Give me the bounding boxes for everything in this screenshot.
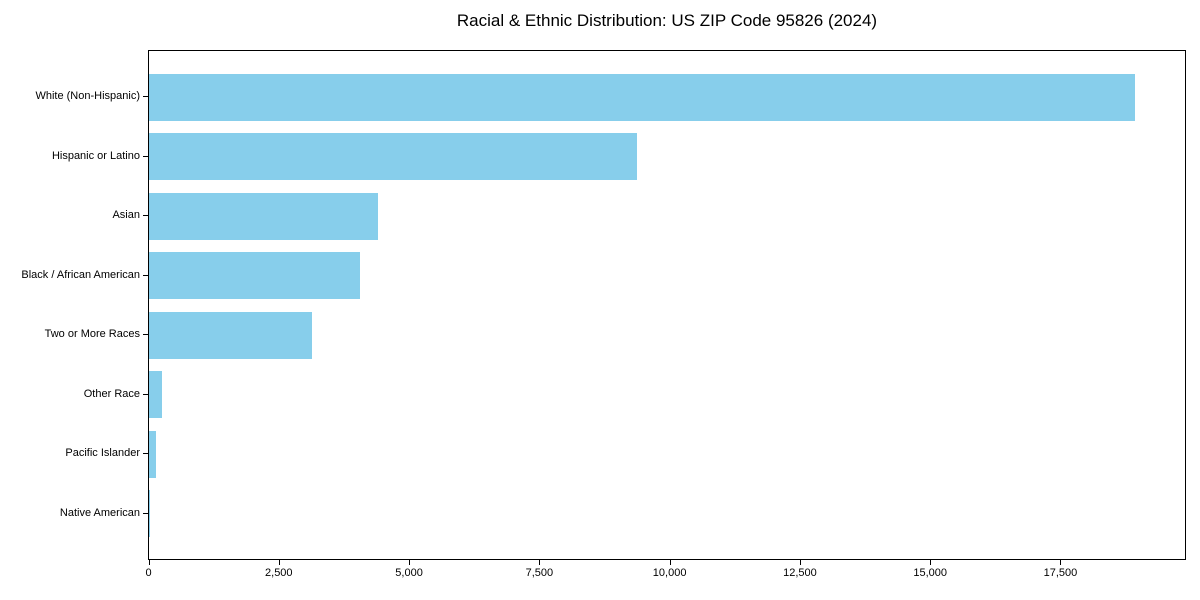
x-tick [1060, 560, 1062, 565]
y-tick-label: Native American [59, 506, 140, 519]
y-tick [143, 96, 148, 97]
bar [149, 311, 312, 359]
x-tick [278, 560, 280, 565]
y-tick-label: Other Race [83, 387, 140, 400]
bar [149, 133, 638, 181]
y-tick [143, 215, 148, 217]
x-tick-label: 15,000 [913, 567, 948, 579]
x-tick-label: 2,500 [265, 567, 293, 579]
y-tick [143, 334, 148, 336]
y-tick [143, 512, 148, 514]
bar [149, 252, 360, 300]
y-tick-label: Black / African American [21, 268, 140, 281]
x-tick [409, 560, 411, 565]
y-tick [143, 274, 148, 276]
x-tick [148, 560, 150, 565]
y-tick [143, 155, 148, 157]
bar [149, 192, 379, 240]
x-tick [669, 560, 671, 565]
y-tick-label: Pacific Islander [65, 447, 140, 460]
x-tick [930, 560, 932, 565]
x-tick-label: 7,500 [525, 567, 554, 579]
bar [149, 490, 151, 538]
x-tick [799, 560, 801, 565]
plot-area [148, 50, 1186, 560]
y-tick [143, 453, 148, 455]
y-tick-label: Asian [112, 209, 140, 222]
y-tick [143, 393, 148, 395]
y-tick-label: White (Non-Hispanic) [35, 90, 140, 102]
x-tick-label: 5,000 [395, 567, 423, 579]
x-tick-label: 0 [145, 567, 152, 579]
x-tick-label: 12,500 [783, 567, 817, 579]
x-tick [539, 560, 541, 565]
bar [149, 73, 1136, 121]
chart-title: Racial & Ethnic Distribution: US ZIP Cod… [456, 11, 878, 30]
y-tick-label: Hispanic or Latino [51, 149, 140, 162]
bar [149, 430, 156, 478]
x-tick-label: 10,000 [652, 567, 687, 579]
bar [149, 371, 163, 419]
y-tick-label: Two or More Races [44, 328, 140, 341]
x-tick-label: 17,500 [1043, 567, 1078, 579]
